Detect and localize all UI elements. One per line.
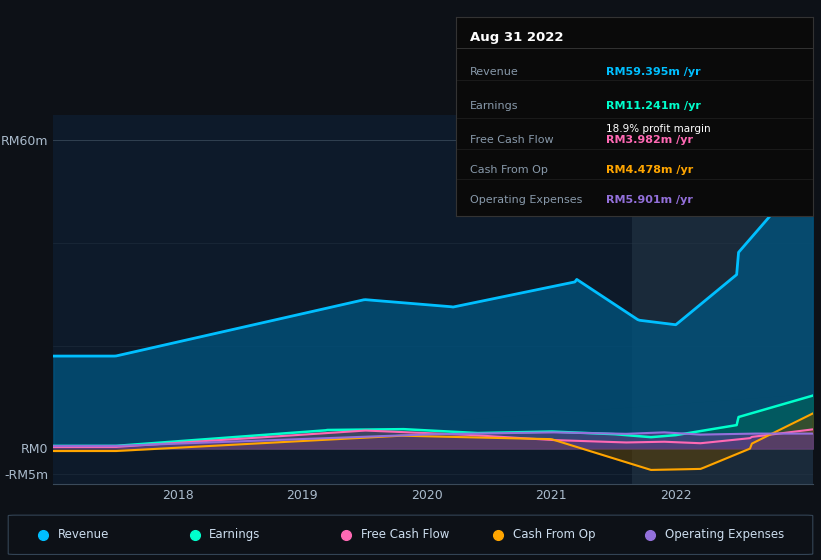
Text: Aug 31 2022: Aug 31 2022 <box>470 31 563 44</box>
Text: Free Cash Flow: Free Cash Flow <box>361 528 450 542</box>
Text: Operating Expenses: Operating Expenses <box>665 528 784 542</box>
Text: 18.9% profit margin: 18.9% profit margin <box>606 124 710 134</box>
Text: Cash From Op: Cash From Op <box>470 165 548 175</box>
Text: Operating Expenses: Operating Expenses <box>470 195 582 205</box>
Text: RM4.478m /yr: RM4.478m /yr <box>606 165 693 175</box>
Text: Revenue: Revenue <box>470 68 519 77</box>
Text: Revenue: Revenue <box>57 528 109 542</box>
Text: Cash From Op: Cash From Op <box>513 528 595 542</box>
Text: RM11.241m /yr: RM11.241m /yr <box>606 101 700 111</box>
Text: RM5.901m /yr: RM5.901m /yr <box>606 195 693 205</box>
Text: Earnings: Earnings <box>470 101 518 111</box>
Text: Earnings: Earnings <box>209 528 261 542</box>
Text: RM59.395m /yr: RM59.395m /yr <box>606 68 700 77</box>
Text: RM3.982m /yr: RM3.982m /yr <box>606 135 693 145</box>
Text: Free Cash Flow: Free Cash Flow <box>470 135 553 145</box>
Bar <box>632 115 821 484</box>
